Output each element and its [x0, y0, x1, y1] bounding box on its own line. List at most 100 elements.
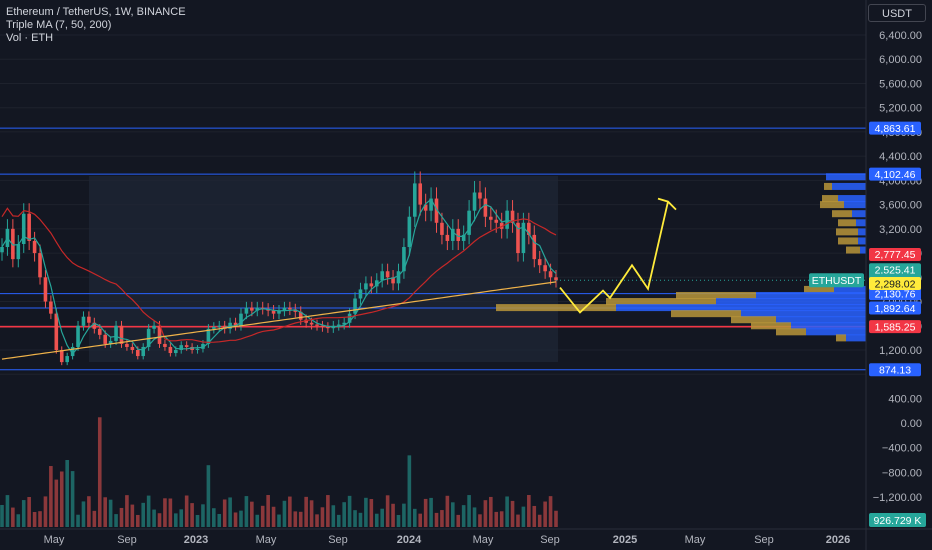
volume-bar [195, 514, 200, 527]
volume-bar [108, 499, 113, 527]
projection-arrowhead [657, 197, 677, 211]
volume-bar [451, 502, 455, 527]
candle-body [396, 271, 401, 284]
volume-tick-label: −400.00 [882, 443, 922, 455]
volume-bar [65, 460, 69, 527]
candle-body [217, 325, 222, 327]
volume-bar [489, 496, 493, 527]
ma200-line [1, 281, 557, 360]
profile-bar-blue [858, 228, 866, 236]
volume-bar [32, 511, 37, 527]
volume-bar [217, 513, 222, 527]
candle-body [499, 222, 504, 229]
candle-body [212, 326, 216, 329]
candle-body [391, 277, 395, 284]
candle-body [326, 326, 330, 329]
candle-body [157, 325, 162, 344]
price-tick-label: 6,400.00 [879, 30, 922, 42]
candle-body [342, 322, 346, 325]
candle-body [130, 346, 135, 350]
profile-bar-gold [838, 237, 858, 245]
volume-bar [184, 495, 189, 527]
volume-bar [54, 479, 59, 527]
volume-bar [315, 514, 319, 527]
volume-bar [92, 510, 97, 527]
candle-body [141, 346, 146, 357]
candle-body [451, 228, 455, 241]
profile-bar-gold [836, 334, 846, 342]
volume-bar [429, 497, 433, 527]
candle-body [59, 350, 64, 363]
volume-bar [59, 471, 64, 527]
ma-indicator-label[interactable]: Triple MA (7, 50, 200) [6, 19, 112, 31]
volume-bar [527, 495, 531, 527]
symbol-tag [809, 273, 864, 288]
price-tag-label: 2,525.41 [875, 265, 916, 277]
volume-bar [179, 509, 184, 527]
candle-body [0, 247, 4, 253]
profile-bar-blue [852, 210, 866, 218]
volume-tick-label: −800.00 [882, 467, 922, 479]
candle-body [201, 343, 205, 349]
volume-bar [97, 417, 102, 527]
volume-indicator-label[interactable]: Vol · ETH [6, 32, 54, 44]
candle-body [505, 210, 509, 229]
volume-tick-label: −1,200.00 [873, 492, 922, 504]
currency-button[interactable]: USDT [868, 4, 926, 22]
volume-bar [5, 495, 10, 527]
candle-body [478, 192, 482, 199]
volume-bar [369, 499, 374, 527]
profile-bar-blue [860, 246, 866, 254]
profile-bar-blue [741, 310, 866, 318]
volume-bar [407, 455, 412, 527]
price-tag [869, 247, 921, 261]
symbol-title[interactable]: Ethereum / TetherUS, 1W, BINANCE [6, 6, 186, 18]
candle-body [255, 307, 260, 311]
candle-body [369, 283, 374, 287]
candle-body [554, 277, 558, 281]
level-tag [869, 287, 921, 301]
volume-tick-label: 400.00 [888, 393, 922, 405]
volume-bar [331, 505, 336, 527]
candle-body [135, 350, 140, 357]
level-tag-label: 2,130.76 [875, 288, 916, 300]
profile-bar-gold [846, 246, 860, 254]
profile-bar-blue [856, 219, 866, 227]
profile-bar-blue [844, 201, 866, 209]
profile-bar-blue [806, 328, 866, 336]
volume-bar [320, 507, 325, 527]
candle-body [174, 350, 178, 354]
candle-body [320, 325, 325, 327]
candle-body [407, 216, 412, 248]
time-tick-label: 2024 [397, 534, 422, 546]
price-tag-label: 2,777.45 [875, 249, 916, 261]
candle-body [440, 222, 444, 235]
candle-body [380, 271, 384, 281]
profile-bar-blue [832, 182, 866, 190]
candle-body [76, 325, 80, 347]
candle-body [293, 309, 298, 312]
volume-bar [152, 509, 156, 527]
candle-body [70, 346, 75, 357]
volume-bar [494, 511, 499, 527]
volume-bar [364, 497, 368, 527]
candle-body [412, 183, 417, 217]
time-tick-label: 2023 [184, 534, 208, 546]
candle-body [472, 192, 477, 211]
candle-body [521, 222, 526, 254]
level-tag-label: 1,585.25 [875, 321, 916, 333]
profile-bar-gold [832, 210, 852, 218]
price-tick-label: 1,200.00 [879, 345, 922, 357]
volume-bar [222, 499, 227, 527]
time-tick-label: Sep [540, 534, 560, 546]
price-tick-label: 6,000.00 [879, 54, 922, 66]
volume-bar [163, 498, 167, 527]
candle-body [309, 322, 314, 325]
volume-bar [353, 510, 357, 527]
candle-body [494, 219, 499, 223]
profile-bar-blue [826, 173, 866, 181]
profile-bar-gold [776, 328, 806, 336]
volume-bar [168, 498, 173, 527]
